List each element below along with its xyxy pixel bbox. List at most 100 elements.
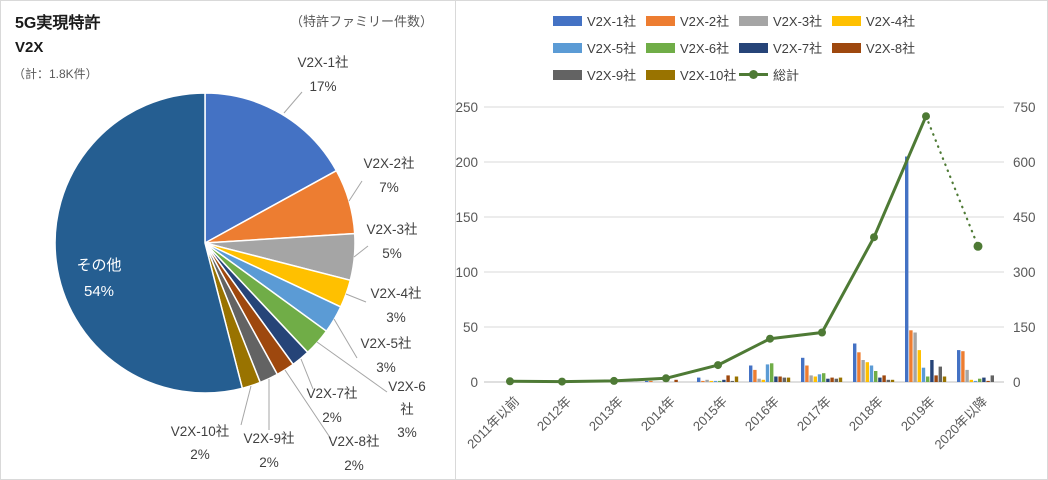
pie-label-V2X-8社: V2X-8社 bbox=[328, 434, 379, 449]
bar-V2X-1社-2014年 bbox=[645, 380, 649, 382]
bar-V2X-2社-2017年 bbox=[805, 365, 809, 382]
bar-V2X-6社-2020年以降 bbox=[978, 378, 982, 382]
legend-item-V2X-10社: V2X-10社 bbox=[646, 65, 739, 84]
legend-swatch-icon bbox=[553, 15, 582, 26]
x-axis-label: 2013年 bbox=[586, 394, 626, 434]
left-axis-tick: 100 bbox=[455, 265, 478, 280]
pie-label-V2X-1社: V2X-1社 bbox=[297, 55, 348, 70]
legend-swatch-icon bbox=[739, 42, 768, 53]
pie-label-V2X-2社: V2X-2社 bbox=[363, 156, 414, 171]
legend-swatch-icon bbox=[646, 69, 675, 80]
total-line-marker bbox=[558, 377, 566, 386]
legend-swatch-icon bbox=[646, 15, 675, 26]
pie-label-V2X-10社: 2% bbox=[190, 447, 210, 462]
pie-leader-line bbox=[300, 358, 314, 390]
right-axis-tick: 750 bbox=[1013, 100, 1036, 115]
bar-V2X-7社-2019年 bbox=[930, 360, 934, 382]
legend-item-V2X-8社: V2X-8社 bbox=[832, 38, 925, 57]
figure-subtitle: V2X bbox=[15, 39, 44, 56]
bar-V2X-2社-2020年以降 bbox=[961, 351, 965, 382]
bar-V2X-8社-2016年 bbox=[778, 376, 782, 382]
legend-label: V2X-6社 bbox=[680, 41, 730, 56]
bar-V2X-8社-2014年 bbox=[674, 379, 678, 382]
legend-line-marker-icon bbox=[739, 70, 768, 79]
pie-label-V2X-3社: V2X-3社 bbox=[366, 222, 417, 237]
bar-V2X-1社-2018年 bbox=[853, 343, 857, 382]
legend-row: V2X-5社 V2X-6社 V2X-7社 V2X-8社 bbox=[553, 34, 925, 61]
legend-swatch-icon bbox=[739, 15, 768, 26]
x-axis-label: 2015年 bbox=[690, 394, 730, 434]
pie-leader-line bbox=[240, 385, 252, 426]
bar-V2X-1社-2015年 bbox=[697, 377, 701, 382]
legend-label: V2X-1社 bbox=[587, 14, 637, 29]
bar-V2X-8社-2020年以降 bbox=[986, 380, 990, 382]
bar-V2X-5社-2020年以降 bbox=[973, 380, 978, 382]
bar-V2X-1社-2020年以降 bbox=[957, 350, 961, 382]
total-line-marker bbox=[870, 233, 878, 242]
pie-label-V2X-6社: V2X-6 bbox=[388, 379, 426, 394]
bar-V2X-2社-2019年 bbox=[909, 330, 913, 382]
legend-label: 総計 bbox=[773, 68, 800, 83]
bar-V2X-5社-2018年 bbox=[869, 365, 874, 382]
pie-label-V2X-9社: V2X-9社 bbox=[243, 431, 294, 446]
legend-label: V2X-10社 bbox=[680, 68, 737, 83]
bar-V2X-3社-2020年以降 bbox=[965, 369, 969, 382]
bar-V2X-5社-2015年 bbox=[713, 380, 718, 382]
legend-swatch-icon bbox=[646, 42, 675, 53]
bar-V2X-4社-2016年 bbox=[761, 379, 765, 382]
x-axis-label: 2019年 bbox=[898, 394, 938, 434]
legend-row: V2X-9社 V2X-10社 総計 bbox=[553, 61, 925, 88]
total-line-marker bbox=[714, 361, 722, 370]
right-axis-tick: 150 bbox=[1013, 320, 1036, 335]
bar-V2X-2社-2018年 bbox=[857, 352, 861, 382]
x-axis-label: 2020年以降 bbox=[931, 394, 990, 453]
pie-label-V2X-4社: V2X-4社 bbox=[370, 286, 421, 301]
bar-V2X-9社-2017年 bbox=[834, 378, 838, 382]
bar-V2X-6社-2018年 bbox=[874, 371, 878, 382]
bar-V2X-2社-2014年 bbox=[649, 380, 653, 382]
pie-label-V2X-6社: 3% bbox=[397, 425, 417, 440]
pie-label-V2X-6社: 社 bbox=[400, 402, 414, 417]
bar-V2X-4社-2018年 bbox=[865, 362, 869, 382]
pie-label-V2X-10社: V2X-10社 bbox=[171, 424, 230, 439]
bar-V2X-7社-2016年 bbox=[774, 376, 778, 382]
bar-V2X-7社-2017年 bbox=[826, 378, 830, 382]
total-line-dotted bbox=[924, 115, 980, 248]
pie-leader-line bbox=[345, 293, 367, 303]
legend-label: V2X-2社 bbox=[680, 14, 730, 29]
pie-label-その他: その他 bbox=[76, 257, 121, 274]
right-axis-tick: 0 bbox=[1013, 375, 1021, 390]
panel-divider bbox=[455, 1, 456, 479]
bar-V2X-3社-2018年 bbox=[861, 360, 865, 382]
bar-V2X-10社-2018年 bbox=[890, 379, 895, 382]
bar-V2X-1社-2016年 bbox=[749, 365, 753, 382]
pie-label-V2X-7社: V2X-7社 bbox=[306, 386, 357, 401]
legend-item-V2X-5社: V2X-5社 bbox=[553, 38, 646, 57]
pie-label-V2X-2社: 7% bbox=[379, 180, 399, 195]
total-line bbox=[509, 115, 928, 384]
x-axis-label: 2016年 bbox=[742, 394, 782, 434]
pie-leader-line bbox=[348, 180, 363, 202]
legend-label: V2X-4社 bbox=[866, 14, 916, 29]
pie-slice-V2X-1社 bbox=[204, 92, 338, 245]
left-axis-tick: 0 bbox=[470, 375, 478, 390]
right-axis-tick: 450 bbox=[1013, 210, 1036, 225]
bar-V2X-10社-2016年 bbox=[786, 377, 791, 382]
bar-V2X-7社-2020年以降 bbox=[982, 377, 986, 382]
legend-item-V2X-3社: V2X-3社 bbox=[739, 11, 832, 30]
bar-V2X-6社-2016年 bbox=[770, 363, 774, 382]
legend-label: V2X-9社 bbox=[587, 68, 637, 83]
legend-label: V2X-5社 bbox=[587, 41, 637, 56]
x-axis-label: 2018年 bbox=[846, 394, 886, 434]
pie-label-V2X-4社: 3% bbox=[386, 310, 406, 325]
bar-V2X-7社-2018年 bbox=[878, 377, 882, 382]
pie-slice-その他 bbox=[54, 92, 244, 394]
legend-item-V2X-4社: V2X-4社 bbox=[832, 11, 925, 30]
bar-V2X-3社-2016年 bbox=[757, 378, 761, 382]
legend-item-V2X-6社: V2X-6社 bbox=[646, 38, 739, 57]
pie-leader-line bbox=[283, 91, 303, 114]
bar-V2X-8社-2018年 bbox=[882, 375, 886, 382]
legend-swatch-icon bbox=[832, 42, 861, 53]
bar-V2X-3社-2019年 bbox=[913, 332, 917, 382]
legend-label: V2X-3社 bbox=[773, 14, 823, 29]
